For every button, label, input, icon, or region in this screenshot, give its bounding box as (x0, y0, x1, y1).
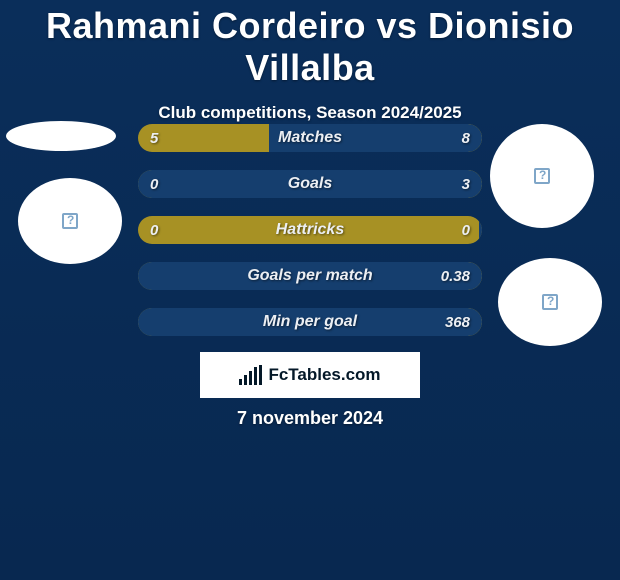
image-placeholder-icon (534, 168, 550, 184)
stat-row-mpg: Min per goal 368 (138, 308, 482, 336)
stat-label: Goals (138, 170, 482, 198)
stat-row-hattricks: 0 Hattricks 0 (138, 216, 482, 244)
branding-text: FcTables.com (268, 365, 380, 385)
stat-right-value: 3 (462, 170, 470, 198)
page-title: Rahmani Cordeiro vs Dionisio Villalba (0, 0, 620, 89)
image-placeholder-icon (542, 294, 558, 310)
page-subtitle: Club competitions, Season 2024/2025 (0, 103, 620, 123)
stat-row-gpm: Goals per match 0.38 (138, 262, 482, 290)
stat-label: Hattricks (138, 216, 482, 244)
stat-right-value: 368 (445, 308, 470, 336)
stat-right-value: 0 (462, 216, 470, 244)
stat-label: Goals per match (138, 262, 482, 290)
stats-container: 5 Matches 8 0 Goals 3 0 Hattricks 0 Goal… (138, 124, 482, 354)
stat-label: Matches (138, 124, 482, 152)
player-left-ellipse (6, 121, 116, 151)
bar-chart-icon (239, 365, 262, 385)
image-placeholder-icon (62, 213, 78, 229)
player-right-avatar (490, 124, 594, 228)
stat-right-value: 0.38 (441, 262, 470, 290)
stat-right-value: 8 (462, 124, 470, 152)
club-right-badge (498, 258, 602, 346)
branding-bar: FcTables.com (200, 352, 420, 398)
stat-row-goals: 0 Goals 3 (138, 170, 482, 198)
stat-label: Min per goal (138, 308, 482, 336)
player-left-avatar (18, 178, 122, 264)
footer-date: 7 november 2024 (0, 408, 620, 429)
stat-row-matches: 5 Matches 8 (138, 124, 482, 152)
